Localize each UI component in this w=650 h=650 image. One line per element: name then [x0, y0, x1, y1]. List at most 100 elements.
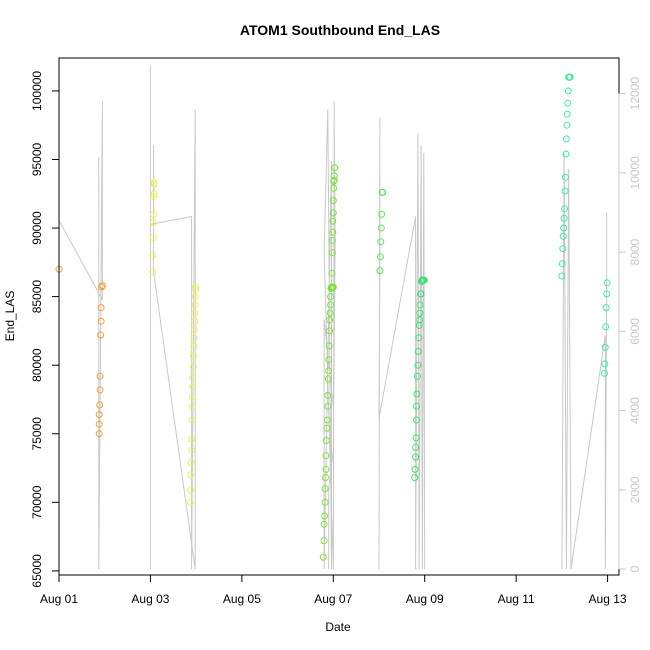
data-point	[150, 210, 158, 218]
gray-trace-line-0	[58, 101, 103, 570]
data-point	[559, 245, 567, 253]
y-tick-label: 65000	[30, 554, 44, 588]
data-point	[560, 224, 568, 232]
data-point	[189, 402, 196, 410]
data-point	[98, 283, 105, 291]
data-point	[411, 465, 419, 473]
data-point	[97, 331, 105, 339]
data-point	[603, 290, 611, 298]
gray-trace-line-3	[378, 117, 426, 570]
data-point	[564, 87, 572, 95]
data-point	[322, 452, 330, 460]
data-point	[327, 301, 334, 309]
data-point	[328, 236, 336, 244]
data-point	[329, 209, 337, 217]
data-point	[323, 416, 331, 424]
data-point	[414, 361, 422, 369]
data-point	[150, 179, 158, 187]
data-point	[187, 486, 195, 494]
data-point	[189, 363, 197, 371]
data-point	[379, 188, 387, 196]
data-point	[559, 232, 567, 240]
data-point	[329, 228, 337, 236]
data-point	[412, 434, 420, 442]
gray-trace-line-1	[149, 65, 196, 570]
data-point	[96, 401, 104, 409]
data-point	[149, 219, 157, 227]
data-point	[563, 110, 571, 118]
series-day-5	[328, 164, 339, 277]
gray-trace-line-4	[561, 153, 608, 570]
data-point	[325, 367, 333, 375]
data-point	[412, 444, 420, 451]
data-point	[560, 214, 568, 222]
y2-tick-label: 4000	[628, 397, 642, 424]
data-point	[326, 309, 334, 317]
data-point	[566, 73, 574, 81]
data-point	[558, 260, 566, 268]
data-point	[329, 197, 337, 205]
gray-trace-line-2	[323, 101, 336, 570]
data-point	[561, 205, 569, 213]
data-point	[564, 99, 572, 107]
data-point	[96, 386, 104, 394]
y2-tick-label: 0	[628, 565, 642, 572]
series-day-3	[186, 283, 200, 506]
data-point	[330, 184, 338, 192]
data-point	[558, 272, 566, 280]
data-point	[98, 282, 106, 290]
x-tick-label: Aug 09	[406, 592, 444, 606]
y-axis-label: End_LAS	[3, 291, 17, 342]
data-point	[412, 453, 420, 461]
data-point	[149, 234, 157, 242]
data-point	[188, 416, 196, 424]
data-point	[329, 217, 337, 225]
x-tick-label: Aug 03	[131, 592, 169, 606]
y-tick-label: 85000	[30, 280, 44, 314]
x-axis-label: Date	[325, 620, 351, 634]
data-point	[377, 238, 385, 246]
data-point	[420, 276, 428, 284]
data-point	[328, 269, 336, 277]
y2-tick-label: 10000	[628, 156, 642, 190]
data-point	[414, 348, 422, 355]
x-tick-label: Aug 07	[314, 592, 352, 606]
y-tick-label: 95000	[30, 142, 44, 176]
data-point	[413, 372, 421, 380]
y-tick-label: 75000	[30, 417, 44, 451]
data-point	[188, 435, 196, 443]
data-point	[189, 352, 197, 360]
data-point	[321, 485, 329, 493]
data-point	[192, 286, 200, 294]
data-point	[326, 327, 334, 335]
data-point	[320, 537, 328, 545]
data-point	[602, 323, 610, 331]
trace-layer	[58, 65, 608, 570]
data-point	[325, 342, 333, 350]
data-point	[331, 164, 339, 172]
y2-tick-label: 12000	[628, 77, 642, 111]
data-point	[189, 383, 197, 391]
y-tick-label: 70000	[30, 485, 44, 519]
y2-tick-label: 6000	[628, 318, 642, 345]
data-point	[190, 334, 198, 342]
data-point	[187, 471, 195, 479]
data-point	[601, 343, 609, 351]
y-axis: 65000 70000 75000 80000 85000 90000 95000 10000…	[30, 71, 60, 588]
data-point	[190, 342, 198, 350]
data-point	[378, 210, 386, 218]
data-point	[329, 283, 337, 291]
data-point	[189, 393, 196, 401]
x-tick-label: Aug 11	[498, 592, 535, 606]
x-tick-label: Aug 01	[40, 592, 78, 606]
data-point	[416, 309, 424, 317]
y-tick-label: 80000	[30, 348, 44, 382]
data-point	[413, 402, 420, 410]
data-point	[376, 253, 384, 261]
data-point	[376, 267, 384, 275]
data-point	[187, 459, 195, 466]
x-tick-label: Aug 05	[223, 592, 261, 606]
data-point	[562, 173, 569, 181]
data-point	[191, 293, 199, 301]
